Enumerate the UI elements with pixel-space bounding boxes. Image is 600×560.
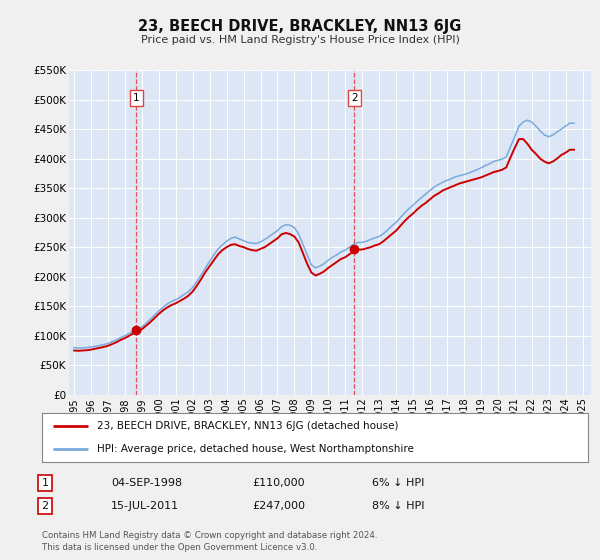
Text: 1: 1	[133, 92, 140, 102]
Text: 15-JUL-2011: 15-JUL-2011	[111, 501, 179, 511]
Text: £110,000: £110,000	[252, 478, 305, 488]
Text: 6% ↓ HPI: 6% ↓ HPI	[372, 478, 424, 488]
Text: £247,000: £247,000	[252, 501, 305, 511]
Text: 23, BEECH DRIVE, BRACKLEY, NN13 6JG (detached house): 23, BEECH DRIVE, BRACKLEY, NN13 6JG (det…	[97, 421, 398, 431]
Text: Price paid vs. HM Land Registry's House Price Index (HPI): Price paid vs. HM Land Registry's House …	[140, 35, 460, 45]
Text: This data is licensed under the Open Government Licence v3.0.: This data is licensed under the Open Gov…	[42, 543, 317, 552]
Text: 8% ↓ HPI: 8% ↓ HPI	[372, 501, 425, 511]
Text: 23, BEECH DRIVE, BRACKLEY, NN13 6JG: 23, BEECH DRIVE, BRACKLEY, NN13 6JG	[139, 19, 461, 34]
Text: 2: 2	[41, 501, 49, 511]
Text: HPI: Average price, detached house, West Northamptonshire: HPI: Average price, detached house, West…	[97, 444, 413, 454]
Text: 2: 2	[351, 92, 358, 102]
Text: 04-SEP-1998: 04-SEP-1998	[111, 478, 182, 488]
Text: Contains HM Land Registry data © Crown copyright and database right 2024.: Contains HM Land Registry data © Crown c…	[42, 531, 377, 540]
Text: 1: 1	[41, 478, 49, 488]
